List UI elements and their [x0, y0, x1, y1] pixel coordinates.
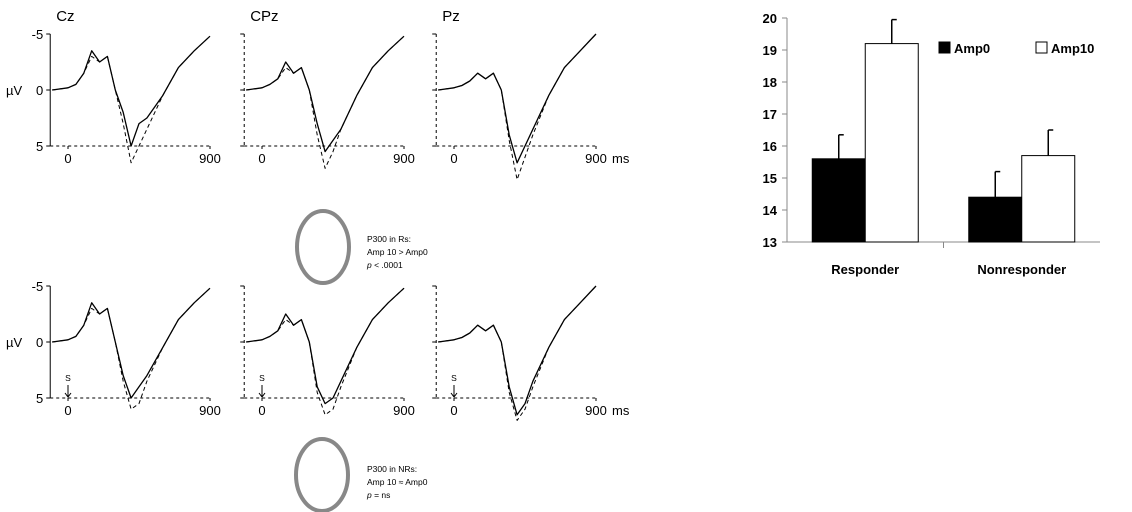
waveform-solid — [438, 33, 597, 164]
y-tick-label: -5 — [32, 27, 44, 42]
annotation-responders: P300 in Rs: Amp 10 > Amp0 p < .0001 — [295, 209, 428, 285]
x-tick-label: 0 — [258, 151, 265, 166]
x-tick-label: 900 — [393, 151, 415, 166]
erp-panel-pz-row1: 0 900 ms Pz — [432, 8, 630, 181]
waveform-dashed — [438, 285, 597, 421]
erp-panel-cpz-row2: 0 900 S — [240, 285, 415, 418]
bar-amp10 — [1021, 155, 1076, 243]
column-title: Pz — [442, 8, 460, 25]
annotation-line-2: Amp 10 ≈ Amp0 — [367, 477, 428, 487]
y-tick-label: 0 — [36, 83, 43, 98]
waveform-dashed — [246, 287, 405, 416]
bar-category-label: Nonresponder — [977, 262, 1066, 277]
bar-legend: Amp0 Amp10 — [938, 41, 1094, 56]
x-axis-unit: ms — [612, 151, 630, 166]
bar-y-tick-label: 20 — [763, 11, 777, 26]
x-tick-label: 900 — [585, 403, 607, 418]
stimulus-label: S — [451, 373, 457, 383]
erp-annotations: P300 in Rs: Amp 10 > Amp0 p < .0001 P300… — [294, 209, 428, 512]
annotation-stat-value: = ns — [372, 490, 391, 500]
stimulus-label: S — [259, 373, 265, 383]
annotation-line-3: p < .0001 — [366, 260, 403, 270]
x-tick-label: 0 — [258, 403, 265, 418]
waveform-dashed — [246, 35, 405, 169]
waveform-dashed — [438, 33, 597, 181]
y-tick-label: 0 — [36, 335, 43, 350]
stimulus-arrowhead — [64, 392, 72, 398]
y-tick-label: 5 — [36, 139, 43, 154]
waveform-solid — [52, 35, 211, 147]
column-title: CPz — [250, 8, 278, 25]
waveform-solid — [52, 287, 211, 399]
legend-label: Amp10 — [1051, 41, 1094, 56]
stimulus-label: S — [65, 373, 71, 383]
x-tick-label: 0 — [450, 151, 457, 166]
annotation-nonresponders: P300 in NRs: Amp 10 ≈ Amp0 p = ns — [294, 437, 428, 512]
erp-waveforms: -5 0 5 µV 0 900 Cz 0 900 CPz 0 900 ms Pz -5 0 5 µV 0 900 S 0 9… — [6, 8, 630, 421]
bar-category-label: Responder — [831, 262, 899, 277]
legend-swatch-amp0 — [938, 41, 951, 54]
bar-y-tick-label: 17 — [763, 107, 777, 122]
erp-panel-pz-row2: 0 900 ms S — [432, 285, 630, 421]
annotation-line-3: p = ns — [366, 490, 390, 500]
waveform-solid — [246, 287, 405, 405]
x-tick-label: 900 — [199, 403, 221, 418]
p300-highlight-ellipse — [295, 209, 351, 285]
waveform-solid — [246, 35, 405, 153]
waveform-dashed — [52, 287, 211, 410]
x-tick-label: 900 — [199, 151, 221, 166]
y-tick-label: 5 — [36, 391, 43, 406]
p300-highlight-ellipse — [294, 437, 350, 512]
bar-y-tick-label: 13 — [763, 235, 777, 250]
bar-amp10 — [864, 43, 919, 243]
bar-amp0 — [811, 158, 866, 243]
stimulus-arrowhead — [450, 392, 458, 398]
annotation-stat-label: p — [366, 490, 372, 500]
x-tick-label: 900 — [585, 151, 607, 166]
annotation-line-2: Amp 10 > Amp0 — [367, 247, 428, 257]
y-axis-unit: µV — [6, 335, 22, 350]
x-axis-unit: ms — [612, 403, 630, 418]
erp-panel-cz-row1: -5 0 5 µV 0 900 Cz — [6, 8, 221, 166]
bar-y-tick-label: 19 — [763, 43, 777, 58]
annotation-line-1: P300 in Rs: — [367, 234, 411, 244]
annotation-stat-value: < .0001 — [372, 260, 403, 270]
annotation-stat-label: p — [366, 260, 372, 270]
x-tick-label: 900 — [393, 403, 415, 418]
annotation-line-1: P300 in NRs: — [367, 464, 417, 474]
y-tick-label: -5 — [32, 279, 44, 294]
bar-y-tick-label: 16 — [763, 139, 777, 154]
waveform-dashed — [52, 35, 211, 164]
erp-panel-cz-row2: -5 0 5 µV 0 900 S — [6, 279, 221, 418]
bar-y-tick-label: 18 — [763, 75, 777, 90]
stimulus-arrowhead — [258, 392, 266, 398]
x-tick-label: 0 — [64, 403, 71, 418]
erp-panel-cpz-row1: 0 900 CPz — [240, 8, 415, 169]
y-axis-unit: µV — [6, 83, 22, 98]
bar-y-tick-label: 14 — [763, 203, 778, 218]
waveform-solid — [438, 285, 597, 416]
legend-label: Amp0 — [954, 41, 990, 56]
legend-swatch-amp10 — [1035, 41, 1048, 54]
column-title: Cz — [56, 8, 74, 25]
bar-amp0 — [968, 196, 1023, 243]
bar-chart: 13 14 15 16 17 18 19 20 Responder Nonresponder Amp… — [763, 11, 1100, 277]
bar-y-tick-label: 15 — [763, 171, 777, 186]
x-tick-label: 0 — [64, 151, 71, 166]
x-tick-label: 0 — [450, 403, 457, 418]
